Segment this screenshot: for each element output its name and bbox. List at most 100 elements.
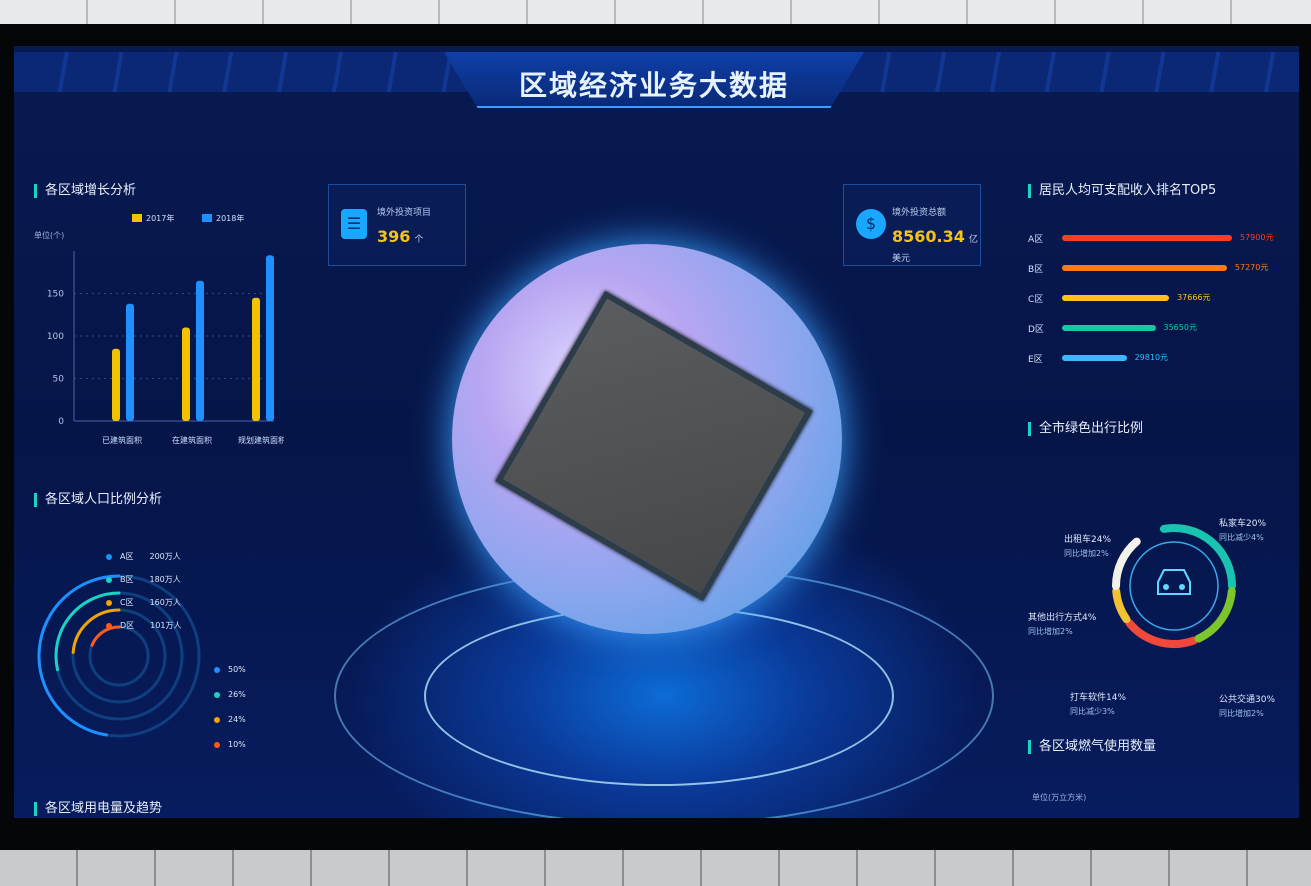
legend-dot — [214, 666, 220, 673]
legend-dot — [106, 599, 112, 606]
card-unit: 个 — [414, 235, 424, 245]
legend-dot — [106, 553, 112, 560]
income-bar — [1062, 265, 1227, 271]
percent-value: 26% — [228, 690, 246, 699]
legend-dot — [106, 576, 112, 583]
region-name: C区 — [120, 598, 134, 607]
region-value: 160万人 — [149, 598, 181, 607]
legend-dot — [214, 691, 220, 698]
travel-change: 同比增加2% — [1064, 549, 1109, 558]
inner-ring — [1129, 541, 1219, 631]
card-label: 境外投资总额 — [892, 208, 947, 218]
section-title-income: 居民人均可支配收入排名TOP5 — [1028, 184, 1216, 198]
population-percent-item: 24% — [214, 715, 246, 724]
y-unit-label: 单位(个) — [34, 230, 64, 240]
travel-mode: 私家车20% — [1219, 519, 1267, 529]
population-legend-item: D区 101万人 — [106, 620, 181, 631]
y-tick-label: 100 — [47, 332, 64, 342]
income-value: 35650元 — [1163, 323, 1197, 332]
income-row: E区 29810元 — [1028, 352, 1288, 365]
travel-change: 同比减少4% — [1219, 533, 1264, 542]
wall-background-top — [0, 0, 1311, 26]
y-tick-label: 150 — [47, 290, 64, 300]
travel-mode: 公共交通30% — [1219, 695, 1276, 705]
income-bar — [1062, 355, 1127, 361]
x-tick-label: 在建筑面积 — [172, 435, 212, 445]
page-title: 区域经济业务大数据 — [518, 69, 789, 102]
income-bar — [1062, 235, 1232, 241]
bar — [112, 348, 120, 421]
donut-segment — [1194, 587, 1236, 643]
travel-mode: 出租车24% — [1064, 535, 1112, 545]
population-legend-item: C区 160万人 — [106, 597, 181, 608]
legend-swatch — [132, 214, 142, 222]
travel-change: 同比减少3% — [1070, 707, 1115, 716]
ring-arc — [90, 625, 121, 647]
legend-dot — [106, 622, 112, 629]
region-value: 101万人 — [150, 621, 182, 630]
section-title-electric: 各区域用电量及趋势 — [34, 802, 162, 816]
legend-dot — [214, 716, 220, 723]
income-value: 57270元 — [1234, 263, 1269, 272]
region-name: D区 — [120, 621, 135, 630]
region-value: 180万人 — [149, 575, 181, 584]
ring-arc — [37, 574, 121, 737]
bar — [266, 255, 274, 421]
region-name: B区 — [1028, 265, 1044, 275]
card-value-number: 8560.34 — [892, 227, 965, 246]
x-tick-label: 规划建筑面积 — [238, 435, 284, 445]
region-name: C区 — [1028, 295, 1044, 305]
section-title-gas: 各区域燃气使用数量 — [1028, 740, 1156, 754]
donut-segment — [1125, 619, 1198, 648]
y-tick-label: 0 — [58, 417, 64, 427]
section-title-bar: 各区域增长分析 — [34, 184, 136, 198]
card-value: 8560.34 亿美元 — [892, 227, 980, 265]
income-row: B区 57270元 — [1028, 262, 1288, 275]
income-row: D区 35650元 — [1028, 322, 1288, 335]
folder-list-icon: ☰ — [341, 209, 367, 239]
population-legend-item: A区 200万人 — [106, 551, 181, 562]
income-bar — [1062, 325, 1156, 331]
card-value: 396 个 — [377, 227, 423, 246]
card-investment-projects: ☰ 境外投资项目 396 个 — [328, 184, 466, 266]
region-name: A区 — [120, 552, 134, 561]
travel-label: 公共交通30% 同比增加2% — [1219, 694, 1275, 720]
travel-label: 私家车20% 同比减少4% — [1219, 518, 1266, 544]
travel-change: 同比增加2% — [1028, 627, 1073, 636]
region-name: A区 — [1028, 235, 1044, 245]
bar — [182, 327, 190, 421]
travel-change: 同比增加2% — [1219, 709, 1264, 718]
dashboard-screen: 区域经济业务大数据 各区域增长分析 单位(个) 2017年 2018年 0 50 100 1… — [14, 46, 1299, 818]
title-plate — [444, 52, 864, 108]
travel-label: 其他出行方式4% 同比增加2% — [1028, 612, 1096, 638]
bar — [196, 280, 204, 421]
y-tick-label: 50 — [53, 375, 65, 385]
donut-segment — [1159, 524, 1236, 590]
percent-value: 50% — [228, 665, 246, 674]
card-value-number: 396 — [377, 227, 411, 246]
income-value: 29810元 — [1134, 353, 1169, 362]
region-name: E区 — [1028, 355, 1043, 365]
travel-mode: 其他出行方式4% — [1028, 613, 1097, 623]
legend-dot — [214, 741, 220, 748]
income-value: 57900元 — [1240, 233, 1274, 242]
ring-arc — [71, 608, 121, 654]
donut-segment — [1112, 587, 1131, 624]
population-legend-item: B区 180万人 — [106, 574, 181, 585]
travel-mode: 打车软件14% — [1070, 693, 1127, 703]
wall-background-bottom — [0, 850, 1311, 886]
legend-label: 2018年 — [216, 213, 244, 223]
bar — [126, 303, 134, 421]
percent-value: 10% — [228, 740, 246, 749]
card-label: 境外投资项目 — [377, 208, 432, 218]
travel-label: 打车软件14% 同比减少3% — [1070, 692, 1126, 718]
travel-donut-chart — [1112, 524, 1236, 648]
region-name: B区 — [120, 575, 134, 584]
bar — [252, 297, 260, 421]
population-percent-item: 26% — [214, 690, 246, 699]
percent-value: 24% — [228, 715, 246, 724]
population-percent-item: 10% — [214, 740, 246, 749]
legend-label: 2017年 — [146, 213, 174, 223]
region-name: D区 — [1028, 325, 1044, 335]
region-value: 200万人 — [149, 552, 181, 561]
